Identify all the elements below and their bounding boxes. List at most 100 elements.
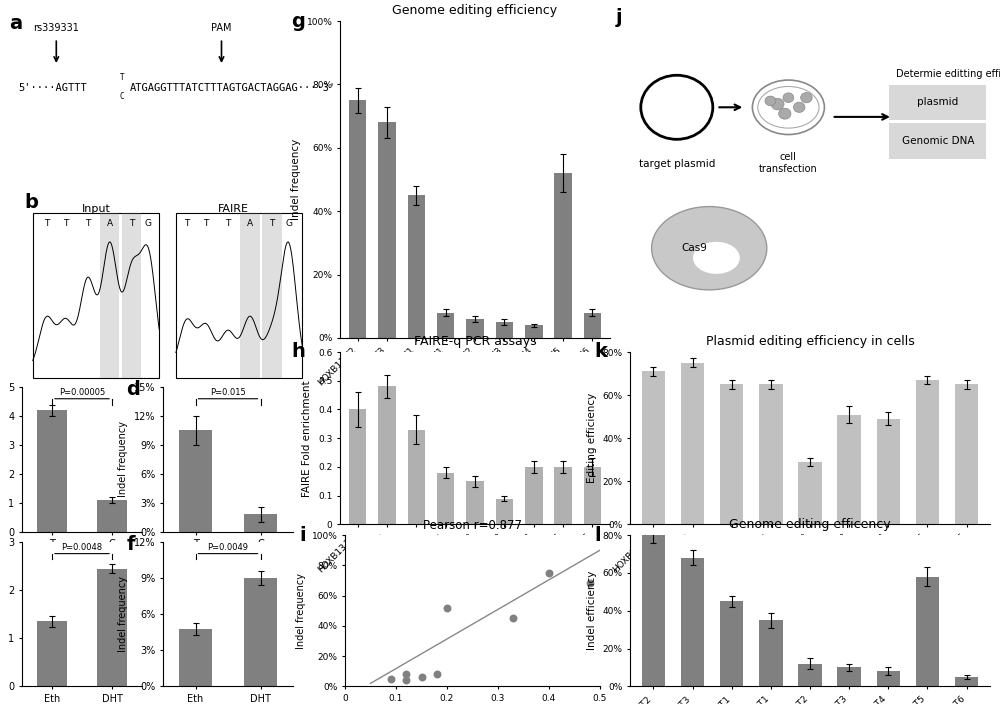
Text: A: A	[107, 218, 113, 227]
Bar	[681, 363, 704, 524]
Point	[429, 669, 445, 680]
Bar	[122, 213, 141, 378]
Point	[414, 672, 430, 683]
Circle shape	[765, 96, 776, 106]
Text: i: i	[299, 526, 306, 545]
Bar	[378, 122, 396, 338]
Point	[439, 602, 455, 613]
Bar	[179, 629, 212, 686]
Bar	[496, 498, 513, 524]
Y-axis label: Editing efficiency: Editing efficiency	[587, 393, 597, 484]
Bar	[97, 569, 127, 686]
Bar	[584, 467, 601, 524]
Bar	[916, 380, 939, 524]
Text: Determie editting efficiency: Determie editting efficiency	[896, 69, 1000, 79]
Text: f: f	[127, 535, 135, 554]
Text: FAIRE: FAIRE	[218, 204, 249, 214]
Text: G: G	[145, 218, 152, 227]
Bar	[408, 195, 425, 338]
Circle shape	[783, 93, 794, 103]
Bar	[437, 473, 454, 524]
Title: Genome editing efficency: Genome editing efficency	[729, 518, 891, 531]
Bar	[349, 410, 366, 524]
Bar	[720, 601, 743, 686]
Point	[398, 669, 414, 680]
Text: G: G	[285, 218, 292, 227]
Bar	[955, 384, 978, 524]
Text: T: T	[203, 218, 209, 227]
Text: l: l	[594, 526, 601, 545]
Text: a: a	[9, 14, 22, 33]
Text: T: T	[63, 218, 68, 227]
Text: P=0.015: P=0.015	[210, 389, 246, 397]
Bar	[240, 213, 260, 378]
Circle shape	[801, 92, 812, 103]
Bar	[642, 535, 665, 686]
Bar	[837, 667, 861, 686]
Ellipse shape	[693, 241, 740, 274]
Bar	[554, 173, 572, 338]
Text: b: b	[24, 194, 38, 213]
Bar	[525, 467, 543, 524]
Point	[398, 674, 414, 686]
Y-axis label: Indel frequency: Indel frequency	[291, 139, 301, 220]
Text: T: T	[225, 218, 231, 227]
Text: j: j	[616, 8, 622, 27]
Y-axis label: FAIRE Fold enrichment: FAIRE Fold enrichment	[302, 380, 312, 496]
Point	[383, 673, 399, 684]
Y-axis label: Indel efficiency: Indel efficiency	[587, 571, 597, 650]
Bar	[466, 482, 484, 524]
Bar	[100, 213, 119, 378]
Text: T: T	[120, 73, 124, 82]
Bar	[681, 558, 704, 686]
Bar	[798, 664, 822, 686]
Bar	[955, 677, 978, 686]
Circle shape	[771, 99, 784, 110]
Circle shape	[793, 102, 805, 113]
Y-axis label: FAIRE fold enrichment: FAIRE fold enrichment	[0, 560, 3, 668]
Bar	[877, 672, 900, 686]
Text: ATGAGGTTTATCTTTAGTGACTAGGAG····3': ATGAGGTTTATCTTTAGTGACTAGGAG····3'	[130, 83, 336, 93]
Bar	[33, 213, 159, 378]
Text: Genomic DNA: Genomic DNA	[902, 136, 974, 146]
Bar	[720, 384, 743, 524]
Text: P=0.0048: P=0.0048	[61, 543, 103, 552]
Bar	[496, 322, 513, 338]
Bar	[179, 431, 212, 532]
Bar	[642, 372, 665, 524]
Bar	[97, 500, 127, 532]
Bar	[244, 578, 277, 686]
Text: k: k	[594, 341, 607, 360]
Text: C: C	[120, 92, 124, 101]
FancyBboxPatch shape	[889, 123, 986, 158]
Bar	[554, 467, 572, 524]
Bar	[525, 325, 543, 338]
Text: plasmid: plasmid	[917, 97, 958, 108]
Bar	[408, 429, 425, 524]
Bar	[37, 410, 67, 532]
Bar	[244, 514, 277, 532]
Point	[582, 578, 598, 589]
Bar	[176, 213, 302, 378]
Bar	[759, 620, 783, 686]
Text: T: T	[184, 218, 189, 227]
Y-axis label: Indel frequency: Indel frequency	[296, 573, 306, 648]
Title: Plasmid editing efficiency in cells: Plasmid editing efficiency in cells	[706, 335, 914, 348]
Text: A: A	[247, 218, 253, 227]
Text: T: T	[44, 218, 49, 227]
Bar	[798, 462, 822, 524]
Text: target plasmid: target plasmid	[639, 158, 715, 168]
Bar	[877, 419, 900, 524]
Title: FAIRE-q PCR assays: FAIRE-q PCR assays	[414, 335, 536, 348]
Point	[505, 612, 521, 624]
Bar	[916, 577, 939, 686]
Text: Input: Input	[82, 204, 110, 214]
Text: g: g	[291, 11, 305, 30]
Text: Cas9: Cas9	[682, 243, 708, 253]
Text: T: T	[85, 218, 90, 227]
Ellipse shape	[652, 206, 767, 290]
Y-axis label: Indel frequency: Indel frequency	[118, 577, 128, 652]
Text: P=0.0049: P=0.0049	[208, 543, 248, 552]
Text: cell
transfection: cell transfection	[759, 152, 818, 174]
Text: d: d	[127, 380, 140, 399]
